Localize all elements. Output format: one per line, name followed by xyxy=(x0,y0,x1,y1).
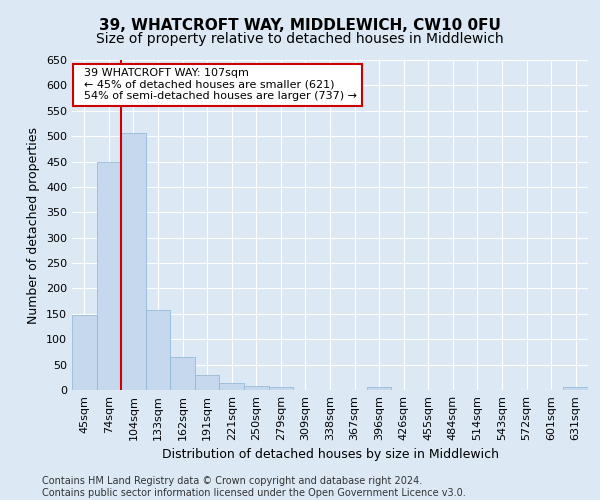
Text: 39 WHATCROFT WAY: 107sqm
  ← 45% of detached houses are smaller (621)
  54% of s: 39 WHATCROFT WAY: 107sqm ← 45% of detach… xyxy=(77,68,357,102)
Bar xyxy=(563,388,588,390)
Bar xyxy=(220,384,244,390)
Bar xyxy=(195,375,220,390)
X-axis label: Distribution of detached houses by size in Middlewich: Distribution of detached houses by size … xyxy=(161,448,499,462)
Bar xyxy=(244,386,269,390)
Bar xyxy=(146,310,170,390)
Bar xyxy=(97,162,121,390)
Bar xyxy=(72,316,97,390)
Text: 39, WHATCROFT WAY, MIDDLEWICH, CW10 0FU: 39, WHATCROFT WAY, MIDDLEWICH, CW10 0FU xyxy=(99,18,501,32)
Bar xyxy=(121,132,146,390)
Bar xyxy=(367,388,391,390)
Y-axis label: Number of detached properties: Number of detached properties xyxy=(28,126,40,324)
Bar xyxy=(269,388,293,390)
Text: Contains HM Land Registry data © Crown copyright and database right 2024.
Contai: Contains HM Land Registry data © Crown c… xyxy=(42,476,466,498)
Bar xyxy=(170,357,195,390)
Text: Size of property relative to detached houses in Middlewich: Size of property relative to detached ho… xyxy=(96,32,504,46)
